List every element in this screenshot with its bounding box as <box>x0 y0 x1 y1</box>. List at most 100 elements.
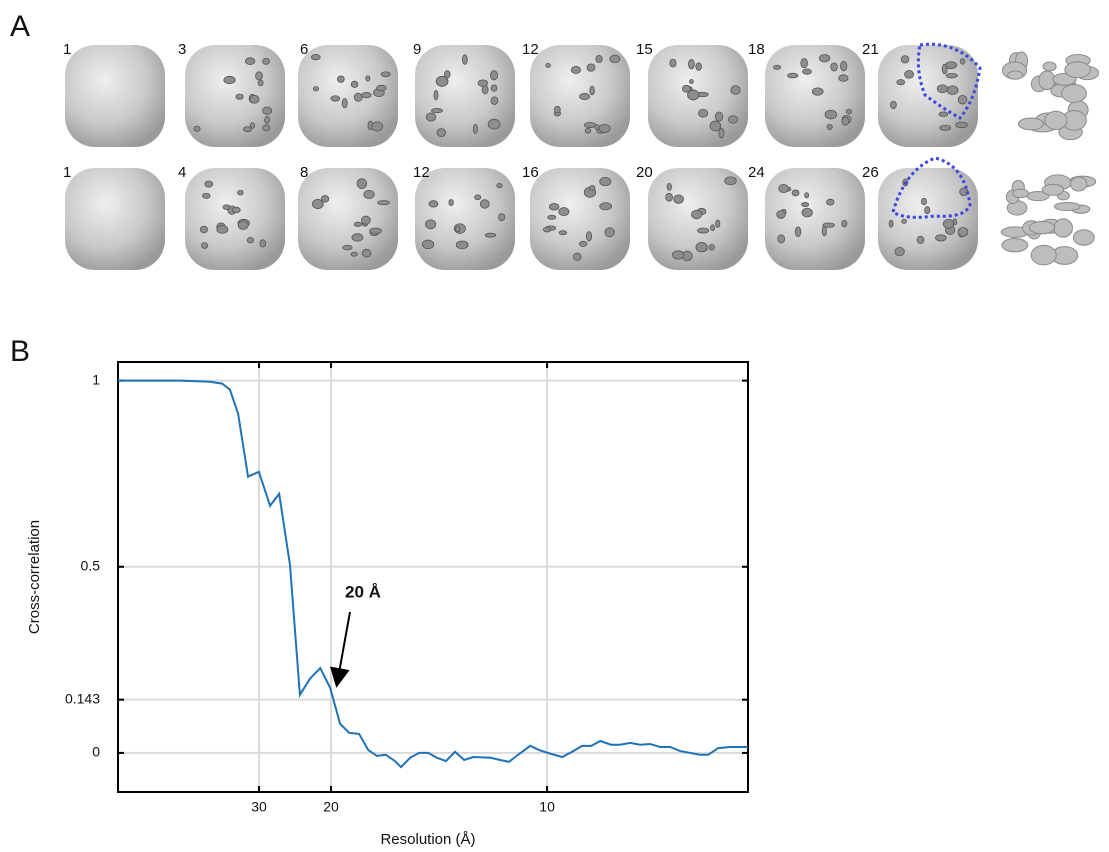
map-fragment <box>1041 183 1065 196</box>
map-hole <box>259 239 267 248</box>
map-hole <box>377 200 390 206</box>
map-hole <box>888 219 894 228</box>
map-hole <box>262 106 273 115</box>
map-hole <box>708 244 715 251</box>
map-body <box>298 168 398 270</box>
map-label: 9 <box>413 41 421 58</box>
map-hole <box>698 108 709 118</box>
map-hole <box>312 198 324 210</box>
map-hole <box>330 95 341 102</box>
map-hole <box>687 89 700 101</box>
map-hole <box>243 126 252 132</box>
map-hole <box>477 79 489 87</box>
map-hole <box>599 202 613 211</box>
map-hole <box>336 75 345 83</box>
map-hole <box>444 70 451 79</box>
x-tick-label: 30 <box>251 799 267 815</box>
map-hole <box>691 209 703 220</box>
map-hole <box>548 203 560 211</box>
map-hole <box>942 218 955 229</box>
map-hole <box>369 227 382 235</box>
map-hole <box>688 58 695 70</box>
map-fragment <box>1072 229 1095 246</box>
density-map <box>765 168 865 270</box>
map-hole <box>342 244 353 251</box>
map-hole <box>697 227 710 234</box>
map-label: 21 <box>862 41 879 58</box>
map-hole <box>840 60 848 72</box>
map-hole <box>957 227 969 237</box>
x-tick-label: 20 <box>323 799 339 815</box>
map-hole <box>821 225 827 237</box>
map-body <box>65 168 165 270</box>
map-hole <box>579 240 588 247</box>
density-map <box>530 168 630 270</box>
map-body <box>765 168 865 270</box>
map-hole <box>718 127 725 139</box>
map-label: 20 <box>636 164 653 181</box>
map-hole <box>589 85 595 96</box>
map-hole <box>841 116 850 126</box>
map-label: 12 <box>413 164 430 181</box>
map-hole <box>380 71 391 77</box>
map-hole <box>553 105 561 114</box>
map-hole <box>896 79 906 86</box>
highlight-outline <box>916 42 982 120</box>
map-hole <box>666 183 672 191</box>
y-tick-label: 0 <box>92 744 100 760</box>
map-hole <box>545 63 551 68</box>
y-axis-title: Cross-correlation <box>26 520 43 634</box>
map-hole <box>824 109 838 120</box>
map-hole <box>776 210 786 219</box>
map-fragment <box>1030 244 1057 266</box>
map-hole <box>425 219 437 230</box>
map-hole <box>481 85 489 95</box>
map-hole <box>371 121 384 132</box>
map-hole <box>490 96 499 105</box>
map-hole <box>583 122 597 129</box>
map-fragment <box>1053 201 1081 212</box>
map-hole <box>376 84 387 92</box>
map-body <box>765 45 865 147</box>
density-map <box>185 45 285 147</box>
map-hole <box>904 70 914 79</box>
map-hole <box>490 84 498 92</box>
map-hole <box>262 124 271 132</box>
map-hole <box>223 75 236 85</box>
map-hole <box>801 202 810 208</box>
map-label: 24 <box>748 164 765 181</box>
map-label: 1 <box>63 164 71 181</box>
map-hole <box>231 206 241 214</box>
map-hole <box>773 64 782 70</box>
map-fragment <box>1042 61 1057 72</box>
map-hole <box>730 85 741 95</box>
map-hole <box>558 207 570 217</box>
map-label: 16 <box>522 164 539 181</box>
map-fragment <box>1064 61 1091 79</box>
density-map <box>415 168 515 270</box>
map-hole <box>433 90 439 101</box>
map-hole <box>350 80 359 88</box>
density-map <box>65 168 165 270</box>
map-hole <box>589 185 596 191</box>
map-hole <box>900 55 910 64</box>
map-hole <box>594 124 600 130</box>
map-hole <box>584 127 592 134</box>
map-hole <box>498 213 506 222</box>
map-hole <box>249 95 260 104</box>
map-hole <box>818 54 831 63</box>
map-hole <box>826 198 835 206</box>
map-hole <box>941 63 948 75</box>
map-hole <box>436 128 446 137</box>
map-hole <box>353 92 363 102</box>
map-hole <box>462 54 468 65</box>
map-hole <box>800 58 808 69</box>
map-hole <box>924 206 931 215</box>
map-hole <box>496 183 503 189</box>
map-fragment <box>1017 117 1044 131</box>
map-hole <box>609 54 621 64</box>
map-hole <box>822 222 835 228</box>
map-fragment <box>1061 83 1087 103</box>
map-hole <box>204 180 214 188</box>
map-hole <box>811 87 824 96</box>
